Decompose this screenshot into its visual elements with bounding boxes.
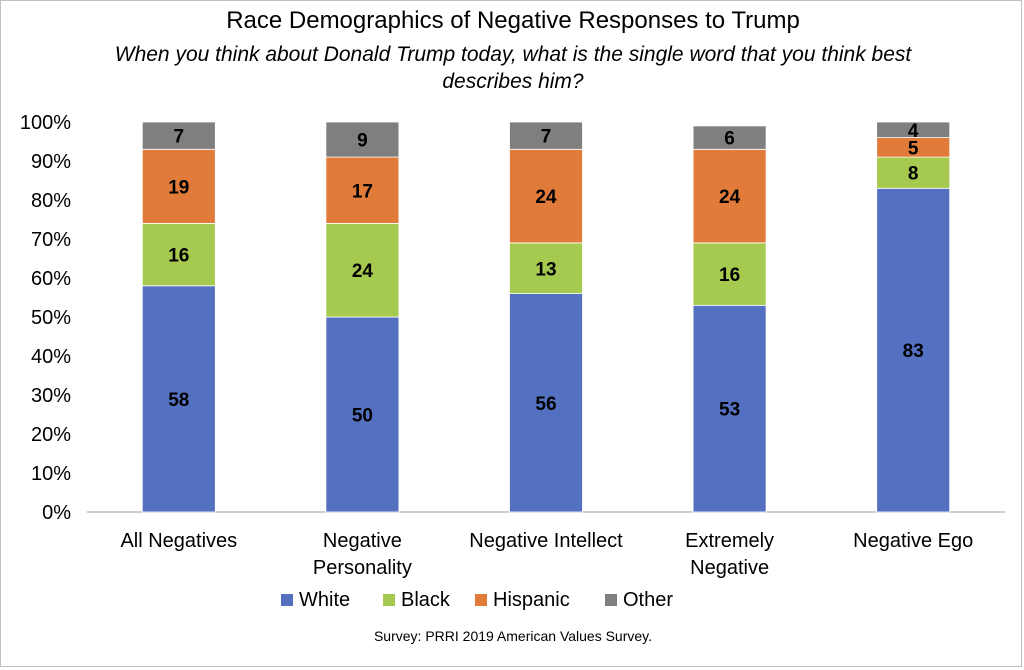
data-label: 16 bbox=[719, 265, 740, 286]
y-tick-label: 20% bbox=[31, 424, 71, 446]
bar-segment-other bbox=[141, 121, 216, 150]
data-label: 24 bbox=[719, 187, 741, 208]
data-label: 7 bbox=[174, 127, 185, 148]
y-tick-label: 60% bbox=[31, 268, 71, 290]
data-label: 4 bbox=[908, 121, 919, 142]
legend-swatch-black bbox=[383, 594, 395, 606]
bar-segment-white bbox=[692, 304, 767, 513]
category-label: Negative bbox=[323, 530, 402, 552]
bar-segment-other bbox=[692, 125, 767, 150]
chart-subtitle: When you think about Donald Trump today,… bbox=[114, 43, 912, 93]
y-tick-label: 70% bbox=[31, 229, 71, 251]
data-label: 58 bbox=[168, 390, 189, 411]
data-label: 7 bbox=[541, 127, 552, 148]
legend-label-black: Black bbox=[401, 589, 451, 611]
bar-segment-black bbox=[509, 242, 583, 294]
y-tick-label: 80% bbox=[31, 190, 71, 212]
y-tick-label: 100% bbox=[20, 112, 71, 134]
y-tick-label: 50% bbox=[31, 307, 71, 329]
bar-segment-white bbox=[325, 316, 400, 513]
bar-segment-other bbox=[876, 121, 951, 139]
data-label: 16 bbox=[168, 246, 189, 267]
data-label: 24 bbox=[535, 187, 557, 208]
y-tick-label: 10% bbox=[31, 463, 71, 485]
bar-segment-black bbox=[325, 222, 400, 318]
data-label: 17 bbox=[352, 181, 373, 202]
category-label: Negative Intellect bbox=[469, 530, 623, 552]
bar-segment-black bbox=[692, 242, 767, 306]
category-label: Negative Ego bbox=[853, 530, 973, 552]
data-label: 9 bbox=[357, 131, 368, 152]
bar-segment-hispanic bbox=[141, 148, 216, 224]
source-note: Survey: PRRI 2019 American Values Survey… bbox=[373, 628, 653, 644]
legend-label-other: Other bbox=[623, 589, 673, 611]
bar-segment-hispanic bbox=[509, 148, 583, 244]
data-label: 24 bbox=[352, 261, 374, 282]
bar-segment-other bbox=[509, 121, 583, 150]
data-label: 56 bbox=[535, 394, 556, 415]
bar-segment-hispanic bbox=[325, 156, 400, 224]
category-label: Negative bbox=[690, 557, 769, 579]
bar-segment-white bbox=[876, 187, 951, 513]
y-tick-label: 90% bbox=[31, 151, 71, 173]
data-label: 6 bbox=[724, 129, 735, 150]
legend-swatch-hispanic bbox=[475, 594, 487, 606]
data-label: 83 bbox=[903, 341, 924, 362]
data-label: 13 bbox=[535, 259, 556, 280]
data-label: 50 bbox=[352, 406, 373, 427]
bar-segment-white bbox=[509, 293, 583, 513]
category-label: Extremely bbox=[685, 530, 774, 552]
bar-segment-other bbox=[325, 121, 400, 158]
category-label: All Negatives bbox=[120, 530, 237, 552]
y-tick-label: 40% bbox=[31, 346, 71, 368]
data-label: 19 bbox=[168, 177, 189, 198]
legend-swatch-white bbox=[281, 594, 293, 606]
data-label: 5 bbox=[908, 138, 919, 159]
bar-segment-hispanic bbox=[692, 148, 767, 244]
category-label: Personality bbox=[313, 557, 412, 579]
legend-label-hispanic: Hispanic bbox=[493, 589, 570, 611]
data-label: 8 bbox=[908, 164, 919, 185]
chart-title: Race Demographics of Negative Responses … bbox=[226, 7, 800, 34]
legend-swatch-other bbox=[605, 594, 617, 606]
data-label: 53 bbox=[719, 400, 740, 421]
legend-label-white: White bbox=[299, 589, 350, 611]
y-tick-label: 0% bbox=[42, 502, 71, 524]
y-tick-label: 30% bbox=[31, 385, 71, 407]
bar-segment-black bbox=[141, 222, 216, 287]
